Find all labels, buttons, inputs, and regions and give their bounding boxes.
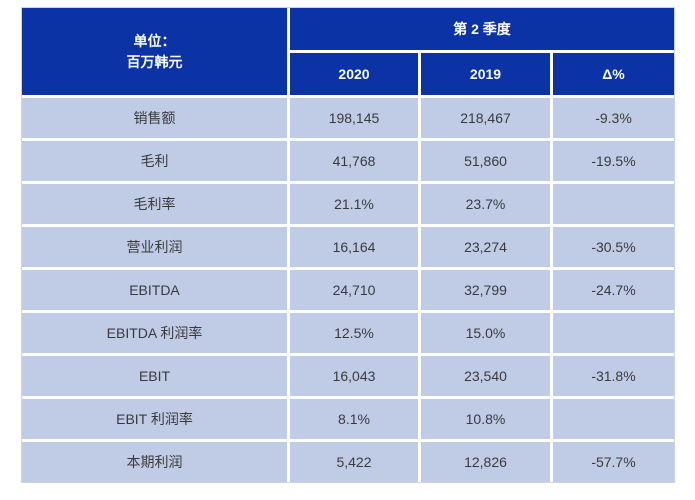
- value-2019-cell: 23,540: [421, 356, 550, 396]
- row-label-cell: 营业利润: [22, 227, 287, 267]
- delta-pct-cell: -31.8%: [553, 356, 674, 396]
- column-header-2019: 2019: [421, 53, 550, 95]
- results-table: 单位： 百万韩元 第 2 季度 2020 2019 Δ% 销售额 198,145…: [21, 7, 675, 483]
- row-label-cell: 销售额: [22, 98, 287, 138]
- value-2020-cell: 24,710: [290, 270, 418, 310]
- value-2019-cell: 23,274: [421, 227, 550, 267]
- row-label-cell: EBITDA 利润率: [22, 313, 287, 353]
- delta-pct-cell: -30.5%: [553, 227, 674, 267]
- row-label-cell: EBIT 利润率: [22, 399, 287, 439]
- row-label-cell: 毛利: [22, 141, 287, 181]
- value-2019-cell: 10.8%: [421, 399, 550, 439]
- value-2020-cell: 21.1%: [290, 184, 418, 224]
- column-header-2020: 2020: [290, 53, 418, 95]
- value-2019-cell: 218,467: [421, 98, 550, 138]
- delta-pct-cell: -9.3%: [553, 98, 674, 138]
- unit-label-line2: 百万韩元: [126, 53, 183, 70]
- column-header-delta-pct: Δ%: [553, 53, 674, 95]
- delta-pct-cell: [553, 399, 674, 439]
- unit-label-line1: 单位：: [133, 32, 176, 49]
- delta-pct-cell: -19.5%: [553, 141, 674, 181]
- row-label-cell: EBITDA: [22, 270, 287, 310]
- delta-pct-cell: [553, 184, 674, 224]
- delta-pct-cell: -24.7%: [553, 270, 674, 310]
- value-2020-cell: 41,768: [290, 141, 418, 181]
- value-2019-cell: 15.0%: [421, 313, 550, 353]
- row-label-cell: 毛利率: [22, 184, 287, 224]
- value-2020-cell: 5,422: [290, 442, 418, 482]
- value-2019-cell: 51,860: [421, 141, 550, 181]
- unit-header-cell: 单位： 百万韩元: [22, 8, 287, 95]
- delta-pct-cell: [553, 313, 674, 353]
- value-2019-cell: 23.7%: [421, 184, 550, 224]
- value-2019-cell: 12,826: [421, 442, 550, 482]
- value-2020-cell: 16,164: [290, 227, 418, 267]
- value-2020-cell: 8.1%: [290, 399, 418, 439]
- value-2020-cell: 12.5%: [290, 313, 418, 353]
- value-2020-cell: 16,043: [290, 356, 418, 396]
- row-label-cell: EBIT: [22, 356, 287, 396]
- value-2020-cell: 198,145: [290, 98, 418, 138]
- row-label-cell: 本期利润: [22, 442, 287, 482]
- quarter-header-cell: 第 2 季度: [290, 8, 674, 50]
- delta-pct-cell: -57.7%: [553, 442, 674, 482]
- value-2019-cell: 32,799: [421, 270, 550, 310]
